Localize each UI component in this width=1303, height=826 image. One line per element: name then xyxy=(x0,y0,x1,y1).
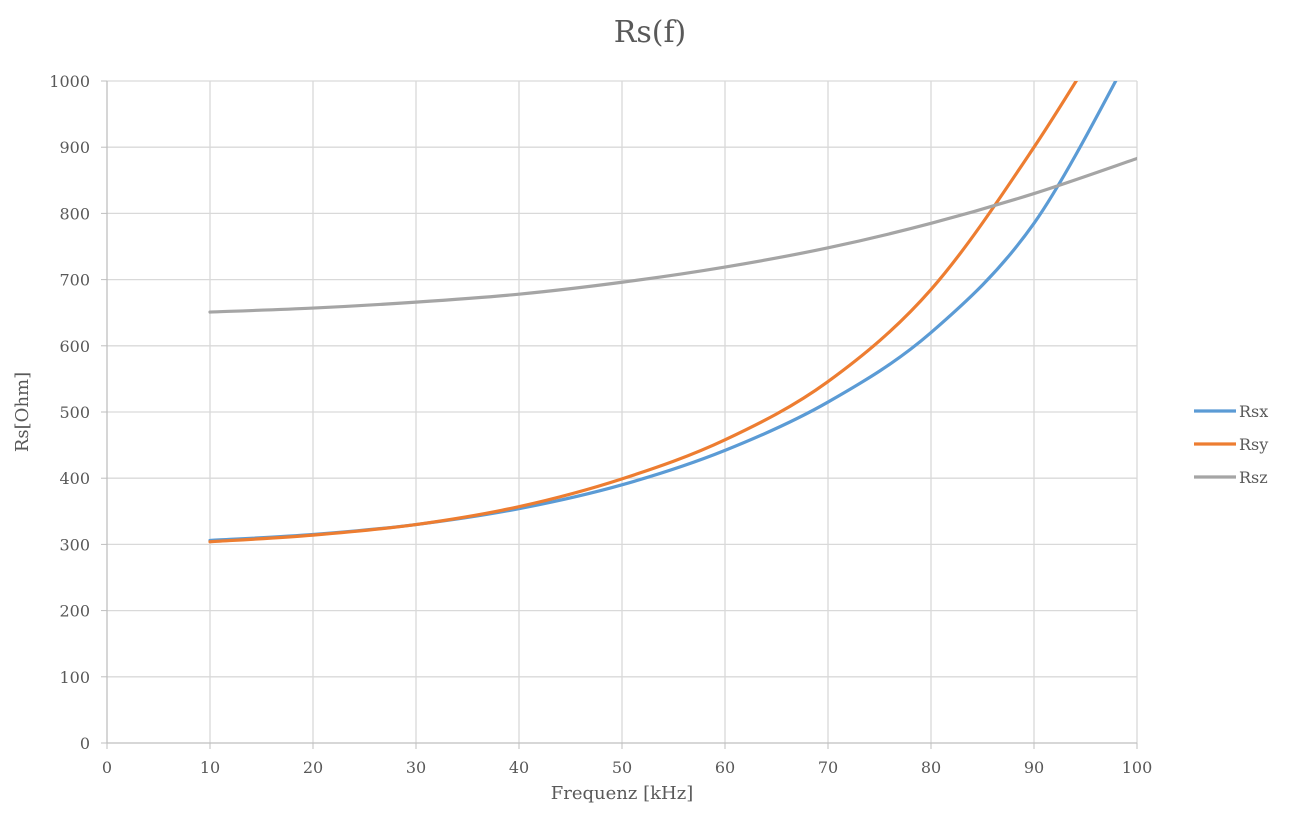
y-tick-label: 100 xyxy=(59,668,90,687)
y-tick-label: 300 xyxy=(59,535,90,554)
x-tick-label: 10 xyxy=(200,758,220,777)
gridlines xyxy=(107,80,1138,743)
x-tick-label: 70 xyxy=(818,758,838,777)
y-tick-label: 700 xyxy=(59,271,90,290)
x-tick-label: 20 xyxy=(303,758,323,777)
tick-labels: 0 10 20 30 40 50 60 70 80 90 100010020030040050060… xyxy=(49,72,1152,777)
y-tick-label: 900 xyxy=(59,138,90,157)
legend-label-rsz: Rsz xyxy=(1239,468,1268,487)
y-tick-label: 500 xyxy=(59,403,90,422)
x-tick-label: 30 xyxy=(406,758,426,777)
x-tick-label: 90 xyxy=(1024,758,1044,777)
y-tick-label: 400 xyxy=(59,469,90,488)
series-line-rsz xyxy=(208,156,1137,314)
chart-title: Rs(f) xyxy=(614,15,687,50)
x-tick-label: 50 xyxy=(612,758,632,777)
y-tick-label: 0 xyxy=(80,734,90,753)
x-tick-label: 60 xyxy=(715,758,735,777)
x-tick-label: 40 xyxy=(509,758,529,777)
legend-label-rsy: Rsy xyxy=(1239,435,1268,454)
x-axis-title: Frequenz [kHz] xyxy=(551,783,693,804)
legend-label-rsx: Rsx xyxy=(1239,402,1268,421)
y-tick-label: 600 xyxy=(59,337,90,356)
series-line-rsx xyxy=(208,81,1118,543)
series-line-rsy xyxy=(208,81,1079,544)
y-tick-label: 1000 xyxy=(49,72,90,91)
y-tick-label: 200 xyxy=(59,602,90,621)
x-tick-label: 80 xyxy=(921,758,941,777)
series-lines xyxy=(208,81,1137,544)
x-tick-label: 100 xyxy=(1122,758,1153,777)
y-tick-label: 800 xyxy=(59,204,90,223)
y-axis-title: Rs[Ohm] xyxy=(12,372,33,452)
x-tick-label: 0 xyxy=(102,758,112,777)
axes xyxy=(101,80,1138,749)
legend: Rsx Rsy Rsz xyxy=(1194,402,1268,487)
